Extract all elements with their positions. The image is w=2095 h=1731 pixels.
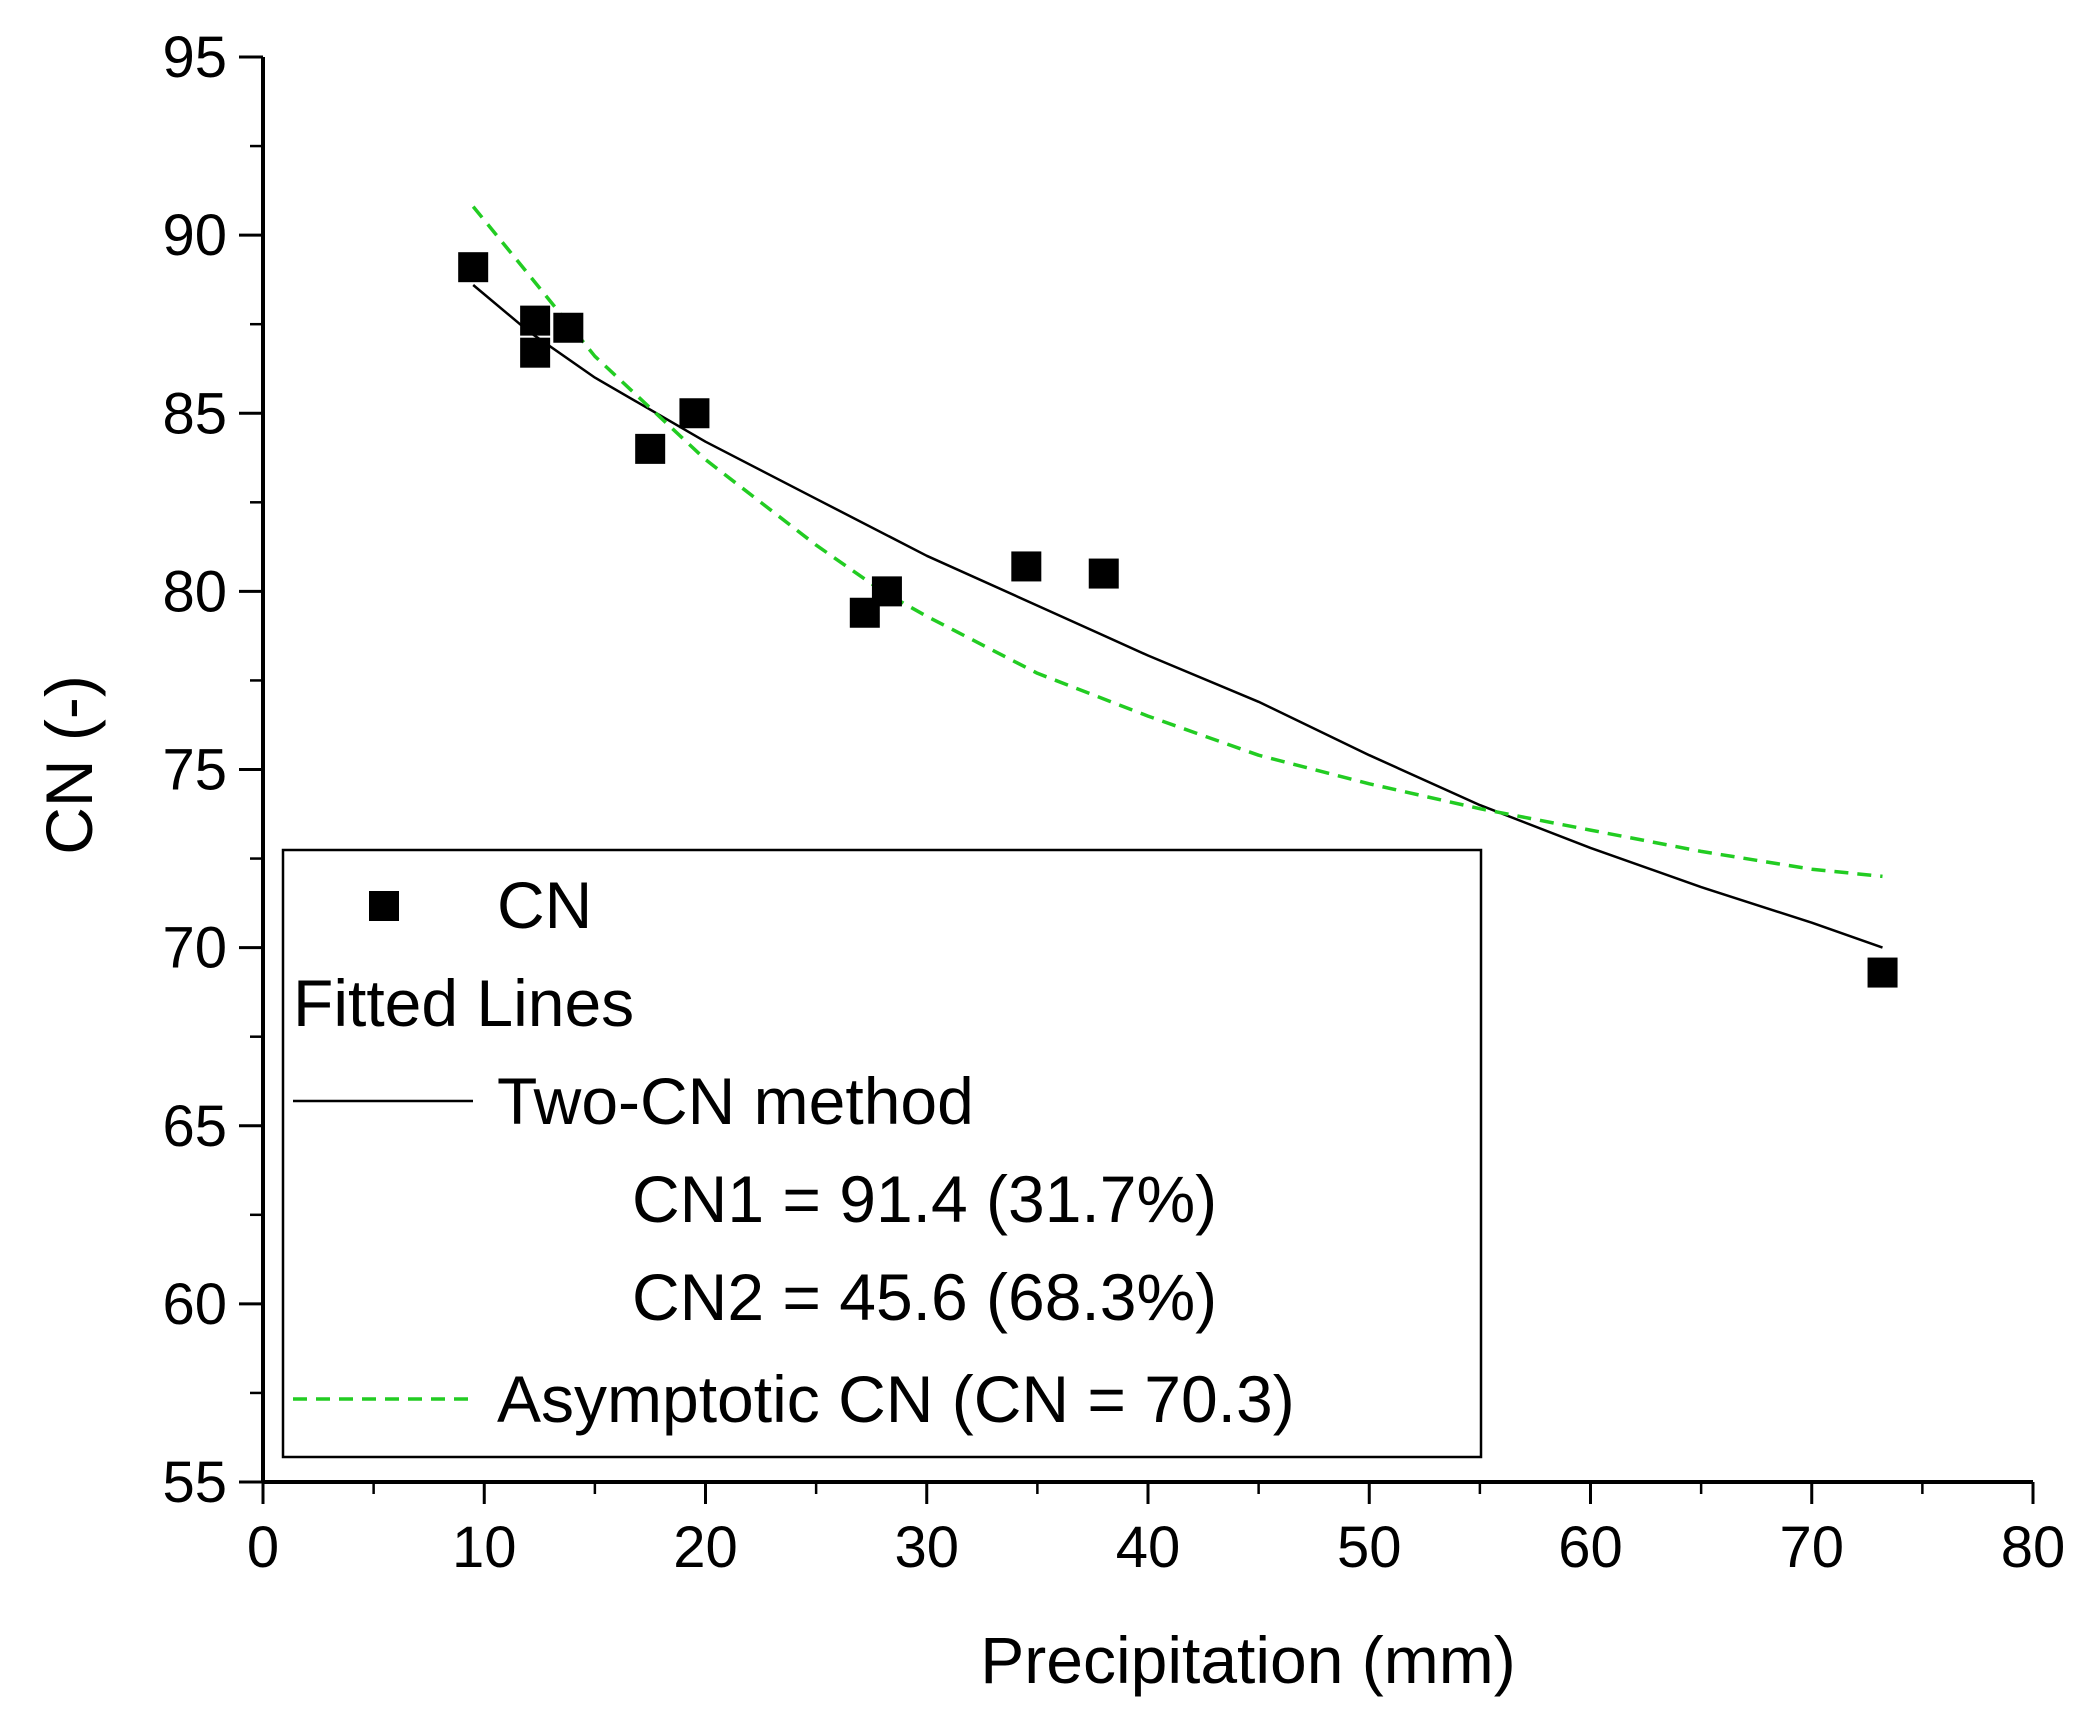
x-tick-label: 30 (894, 1515, 959, 1580)
legend-cn1-annotation: CN1 = 91.4 (31.7%) (632, 1162, 1217, 1236)
y-axis-ticks: 55 60 65 70 75 80 85 90 95 (162, 25, 263, 1515)
y-tick-label: 85 (162, 381, 227, 446)
cn-data-point (679, 398, 710, 429)
x-tick-label: 70 (1779, 1515, 1844, 1580)
x-tick-label: 80 (2001, 1515, 2066, 1580)
legend-cn-label: CN (497, 868, 592, 942)
cn-data-point (520, 337, 551, 368)
y-tick-label: 75 (162, 738, 227, 803)
y-tick-label: 55 (162, 1450, 227, 1515)
x-tick-label: 40 (1116, 1515, 1181, 1580)
cn-data-point (1088, 558, 1119, 589)
cn-data-point (520, 305, 551, 336)
legend-cn-marker (369, 891, 399, 921)
x-tick-label: 60 (1558, 1515, 1623, 1580)
x-tick-label: 0 (247, 1515, 279, 1580)
legend-cn2-annotation: CN2 = 45.6 (68.3%) (632, 1260, 1217, 1334)
cn-data-point (1011, 551, 1042, 582)
y-tick-label: 90 (162, 203, 227, 268)
legend-two-cn-label: Two-CN method (497, 1064, 974, 1138)
two-cn-fit-line (472, 284, 1883, 949)
cn-data-point (458, 252, 489, 283)
x-tick-label: 10 (452, 1515, 517, 1580)
y-tick-label: 70 (162, 916, 227, 981)
cn-data-point (635, 433, 666, 464)
axes: 0 10 20 30 40 50 60 70 80 55 60 65 70 75 80 85 90 95 (162, 25, 2065, 1580)
y-axis-title: CN (-) (32, 675, 106, 855)
y-tick-label: 60 (162, 1272, 227, 1337)
legend: CN Fitted Lines Two-CN method CN1 = 91.4… (281, 848, 1483, 1459)
data-points-layer (458, 252, 1898, 988)
cn-data-point (553, 312, 584, 343)
x-axis-ticks: 0 10 20 30 40 50 60 70 80 (247, 1482, 2065, 1580)
fitted-lines-layer (471, 205, 1883, 949)
y-tick-label: 65 (162, 1094, 227, 1159)
legend-header: Fitted Lines (293, 966, 634, 1040)
legend-asymptotic-label: Asymptotic CN (CN = 70.3) (497, 1362, 1295, 1436)
cn-data-point (871, 576, 902, 607)
x-tick-label: 20 (673, 1515, 738, 1580)
x-tick-label: 50 (1337, 1515, 1402, 1580)
y-tick-label: 80 (162, 559, 227, 624)
y-tick-label: 95 (162, 25, 227, 90)
x-axis-title: Precipitation (mm) (980, 1623, 1515, 1697)
cn-data-point (1867, 957, 1898, 988)
legend-box (281, 848, 1483, 1459)
